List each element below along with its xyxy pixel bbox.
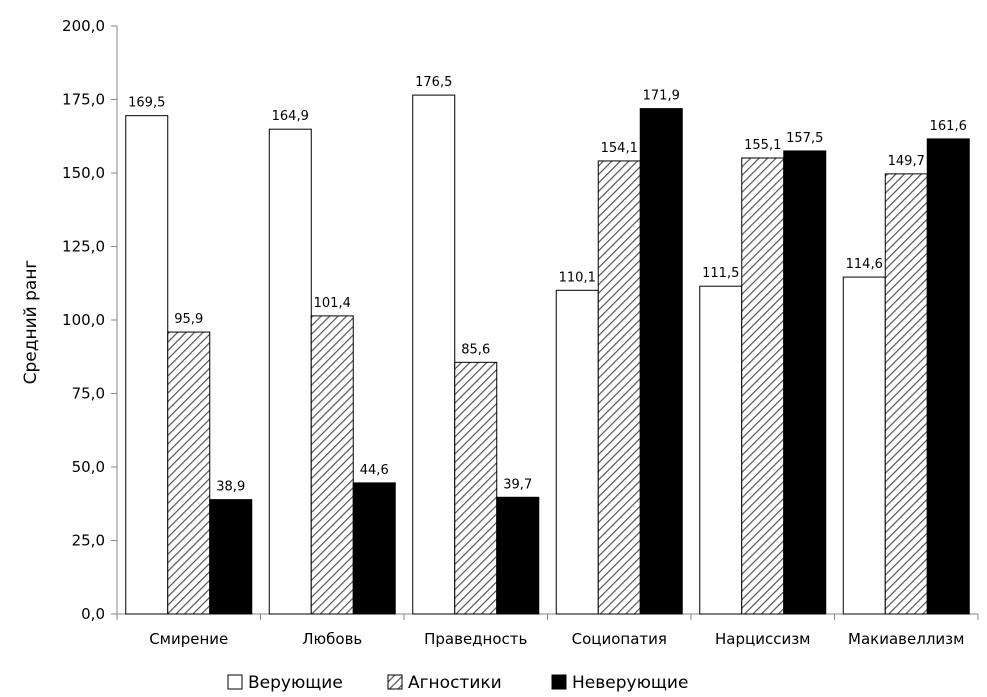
- data-label: 85,6: [461, 342, 490, 357]
- x-category-label: Социопатия: [572, 630, 667, 648]
- x-category-label: Любовь: [302, 630, 362, 648]
- bar: [639, 108, 683, 615]
- legend-label: Неверующие: [572, 673, 688, 693]
- legend-swatch: [227, 674, 243, 690]
- y-tick-label: 25,0: [72, 532, 105, 550]
- y-tick-label: 0,0: [81, 605, 105, 623]
- bar: [412, 94, 456, 615]
- data-label: 111,5: [702, 266, 739, 281]
- data-label: 149,7: [888, 154, 925, 169]
- data-label: 155,1: [744, 138, 781, 153]
- y-tick-label: 200,0: [62, 17, 105, 35]
- x-category-label: Праведность: [424, 630, 527, 648]
- y-tick-label: 150,0: [62, 164, 105, 182]
- bar: [783, 150, 827, 615]
- bar: [125, 115, 169, 615]
- legend-label: Верующие: [248, 673, 343, 693]
- bar: [209, 499, 253, 615]
- bar: [555, 289, 599, 615]
- data-label: 154,1: [601, 141, 638, 156]
- data-label: 95,9: [174, 312, 203, 327]
- bar: [454, 361, 498, 615]
- data-label: 164,9: [272, 109, 309, 124]
- y-tick-label: 75,0: [72, 385, 105, 403]
- legend-swatch: [551, 674, 567, 690]
- legend: Верующие Агностики Неверующие: [227, 673, 688, 693]
- bar: [167, 331, 211, 615]
- legend-swatch: [387, 674, 403, 690]
- data-label: 110,1: [559, 270, 596, 285]
- data-label: 161,6: [930, 119, 967, 134]
- bar: [926, 138, 970, 615]
- y-tick-label: 50,0: [72, 458, 105, 476]
- y-tick-label: 100,0: [62, 311, 105, 329]
- bar: [496, 496, 540, 615]
- data-label: 114,6: [846, 257, 883, 272]
- data-label: 171,9: [643, 89, 680, 104]
- bar: [699, 285, 743, 615]
- y-tick-label: 125,0: [62, 238, 105, 256]
- data-label: 101,4: [314, 296, 351, 311]
- bar: [741, 157, 785, 615]
- data-label: 38,9: [216, 480, 245, 495]
- y-axis-title: Средний ранг: [21, 260, 41, 385]
- data-label: 169,5: [128, 96, 165, 111]
- data-label: 44,6: [360, 463, 389, 478]
- bar: [597, 160, 641, 615]
- bar: [352, 482, 396, 615]
- data-label: 176,5: [415, 75, 452, 90]
- x-category-label: Макиавеллизм: [848, 630, 964, 648]
- bar: [842, 276, 886, 615]
- data-label: 157,5: [786, 131, 823, 146]
- y-tick-label: 175,0: [62, 91, 105, 109]
- data-label: 39,7: [503, 477, 532, 492]
- legend-label: Агностики: [408, 673, 502, 693]
- bar: [310, 315, 354, 615]
- bar: [268, 128, 312, 615]
- x-category-label: Смирение: [149, 630, 228, 648]
- x-category-label: Нарциссизм: [715, 630, 811, 648]
- bar: [884, 173, 928, 615]
